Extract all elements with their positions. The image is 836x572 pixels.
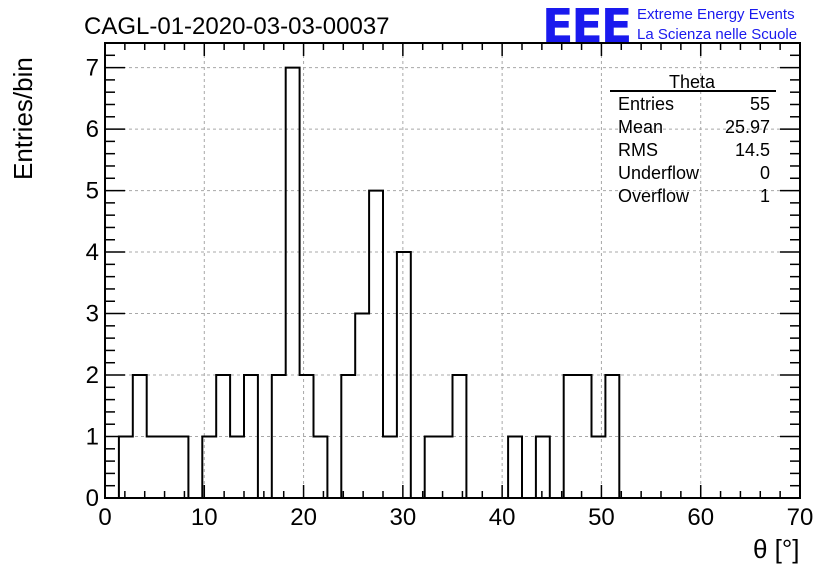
y-tick-label: 6: [86, 116, 99, 143]
y-tick-label: 7: [86, 55, 99, 82]
chart-title: CAGL-01-2020-03-03-00037: [84, 13, 390, 40]
eee-logo-line1: Extreme Energy Events: [637, 6, 795, 23]
y-tick-label: 4: [86, 239, 99, 266]
y-tick-label: 3: [86, 301, 99, 328]
x-tick-label: 60: [687, 504, 714, 531]
histogram-outline: [105, 66, 800, 499]
stats-box-title: Theta: [669, 72, 716, 92]
stats-label-rms: RMS: [618, 140, 658, 160]
x-tick-label: 40: [489, 504, 516, 531]
stats-value-rms: 14.5: [735, 140, 770, 160]
stats-box: Theta Entries 55 Mean 25.97 RMS 14.5 Und…: [610, 72, 776, 206]
stats-value-underflow: 0: [760, 163, 770, 183]
plot-frame: [104, 42, 801, 499]
eee-logo-mark: EEE: [542, 0, 630, 53]
stats-label-mean: Mean: [618, 117, 663, 137]
x-tick-label: 10: [191, 504, 218, 531]
stats-label-underflow: Underflow: [618, 163, 700, 183]
y-tick-label: 1: [86, 424, 99, 451]
x-tick-label: 20: [290, 504, 317, 531]
histogram-bars: [105, 66, 800, 499]
y-tick-label: 0: [86, 485, 99, 512]
x-tick-label: 70: [787, 504, 814, 531]
x-tick-label: 50: [588, 504, 615, 531]
y-tick-label: 5: [86, 178, 99, 205]
eee-logo-line2: La Scienza nelle Scuole: [637, 26, 797, 43]
y-tick-label: 2: [86, 362, 99, 389]
y-axis-label: Entries/bin: [8, 57, 38, 180]
stats-value-overflow: 1: [760, 186, 770, 206]
eee-logo: EEE Extreme Energy Events La Scienza nel…: [542, 0, 797, 53]
stats-value-mean: 25.97: [725, 117, 770, 137]
x-axis-label: θ [°]: [753, 534, 800, 564]
stats-value-entries: 55: [750, 94, 770, 114]
x-tick-label: 0: [98, 504, 111, 531]
stats-label-overflow: Overflow: [618, 186, 690, 206]
x-tick-label: 30: [390, 504, 417, 531]
stats-label-entries: Entries: [618, 94, 674, 114]
